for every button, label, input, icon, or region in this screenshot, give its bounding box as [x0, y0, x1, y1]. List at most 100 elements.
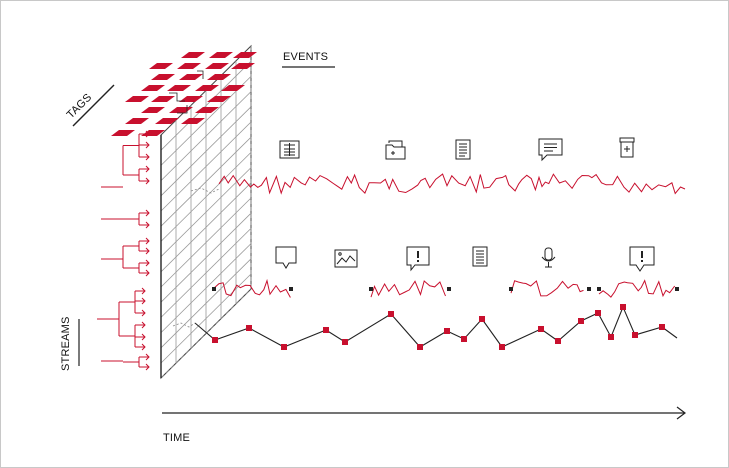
chat-message-icon	[538, 138, 563, 162]
grid-line	[160, 91, 252, 181]
stream-node	[479, 316, 485, 322]
tag-blocks	[111, 52, 257, 136]
stream-node	[608, 334, 614, 340]
stream-node	[555, 338, 561, 344]
stream-arrowhead	[145, 353, 150, 361]
stream-arrowhead	[141, 343, 146, 351]
stream-arrowhead	[141, 309, 146, 317]
tag-block	[167, 85, 191, 91]
tag-block	[231, 63, 255, 69]
time-axis-arrow	[676, 406, 686, 420]
stream-node	[659, 324, 665, 330]
stream-segment	[213, 278, 291, 298]
tag-block	[195, 85, 219, 91]
tag-block	[233, 52, 257, 58]
stream-arrowhead	[141, 297, 146, 305]
tag-connector	[169, 92, 185, 102]
alert-bubble-icon	[629, 246, 655, 272]
tag-block	[207, 96, 231, 102]
stream-node	[499, 344, 505, 350]
tag-block	[125, 96, 149, 102]
tag-block	[209, 52, 233, 58]
tag-connector	[197, 70, 204, 79]
stream-arrowhead	[145, 247, 150, 255]
stream-arrowhead	[145, 141, 150, 149]
stream-line-top-hidden	[190, 187, 220, 194]
segment-end-cap	[447, 287, 451, 291]
stream-arrowhead	[145, 221, 150, 229]
stream-segment	[598, 279, 676, 298]
stream-nodes-bottom	[212, 304, 665, 350]
stream-node	[444, 328, 450, 334]
stream-arrowhead	[145, 209, 150, 217]
grid-line	[160, 258, 252, 349]
news-article-icon	[279, 140, 300, 159]
tag-block	[169, 107, 193, 113]
stream-arrowhead	[145, 259, 150, 267]
tag-block	[177, 63, 201, 69]
tag-block	[125, 118, 149, 124]
tag-block	[205, 63, 229, 69]
medicine-jar-icon	[619, 137, 635, 158]
stream-node	[323, 327, 329, 333]
stream-node	[578, 318, 584, 324]
tag-block	[141, 107, 165, 113]
stream-arrowhead	[141, 321, 146, 329]
stream-segment	[510, 280, 584, 297]
grid-line	[160, 212, 252, 303]
stream-segment	[370, 280, 446, 298]
microphone-icon	[541, 247, 556, 268]
text-document-icon	[472, 246, 488, 267]
segment-start-cap	[212, 287, 216, 291]
stream-node	[388, 311, 394, 317]
stream-node	[246, 325, 252, 331]
stream-node	[595, 310, 601, 316]
stream-arrowhead	[145, 237, 150, 245]
stream-segments-middle	[212, 278, 679, 298]
stream-node	[461, 336, 467, 342]
tag-block	[151, 96, 175, 102]
stream-arrowhead	[141, 287, 146, 295]
stream-node	[281, 344, 287, 350]
grid-line	[160, 273, 252, 364]
grid-line	[160, 121, 252, 212]
grid-line	[160, 60, 252, 151]
tag-connectors	[169, 70, 204, 114]
tag-block	[181, 52, 205, 58]
stream-line-bottom	[194, 305, 678, 348]
grid-line	[160, 197, 252, 288]
tag-block	[151, 74, 175, 80]
tag-block	[155, 118, 179, 124]
tag-block	[111, 130, 135, 136]
stream-node	[212, 337, 218, 343]
stream-arrowhead	[145, 153, 150, 161]
stream-node	[342, 339, 348, 345]
grid-line	[160, 167, 252, 257]
grid-line	[160, 106, 252, 197]
segment-end-cap	[587, 287, 591, 291]
tags-label: TAGS	[65, 91, 95, 121]
stream-line-top	[218, 173, 686, 195]
document-icon	[455, 139, 471, 160]
tag-block	[195, 107, 219, 113]
grid-line	[160, 136, 252, 227]
stream-node	[417, 344, 423, 350]
stream-node	[632, 332, 638, 338]
stream-arrowhead	[145, 165, 150, 173]
events-label: EVENTS	[283, 51, 328, 63]
time-label: TIME	[163, 432, 190, 444]
grid-line	[160, 243, 252, 333]
grid-plane	[160, 44, 252, 380]
tag-connector	[177, 105, 188, 114]
tags-label-group: TAGS	[65, 84, 115, 127]
tag-block	[179, 96, 203, 102]
segment-end-cap	[675, 287, 679, 291]
stream-line-bottom-hidden	[172, 322, 196, 328]
grid-line	[160, 76, 252, 166]
alert-message-icon	[406, 246, 430, 272]
grid-line	[160, 228, 252, 318]
tag-block	[181, 118, 205, 124]
image-chart-icon	[334, 249, 358, 268]
